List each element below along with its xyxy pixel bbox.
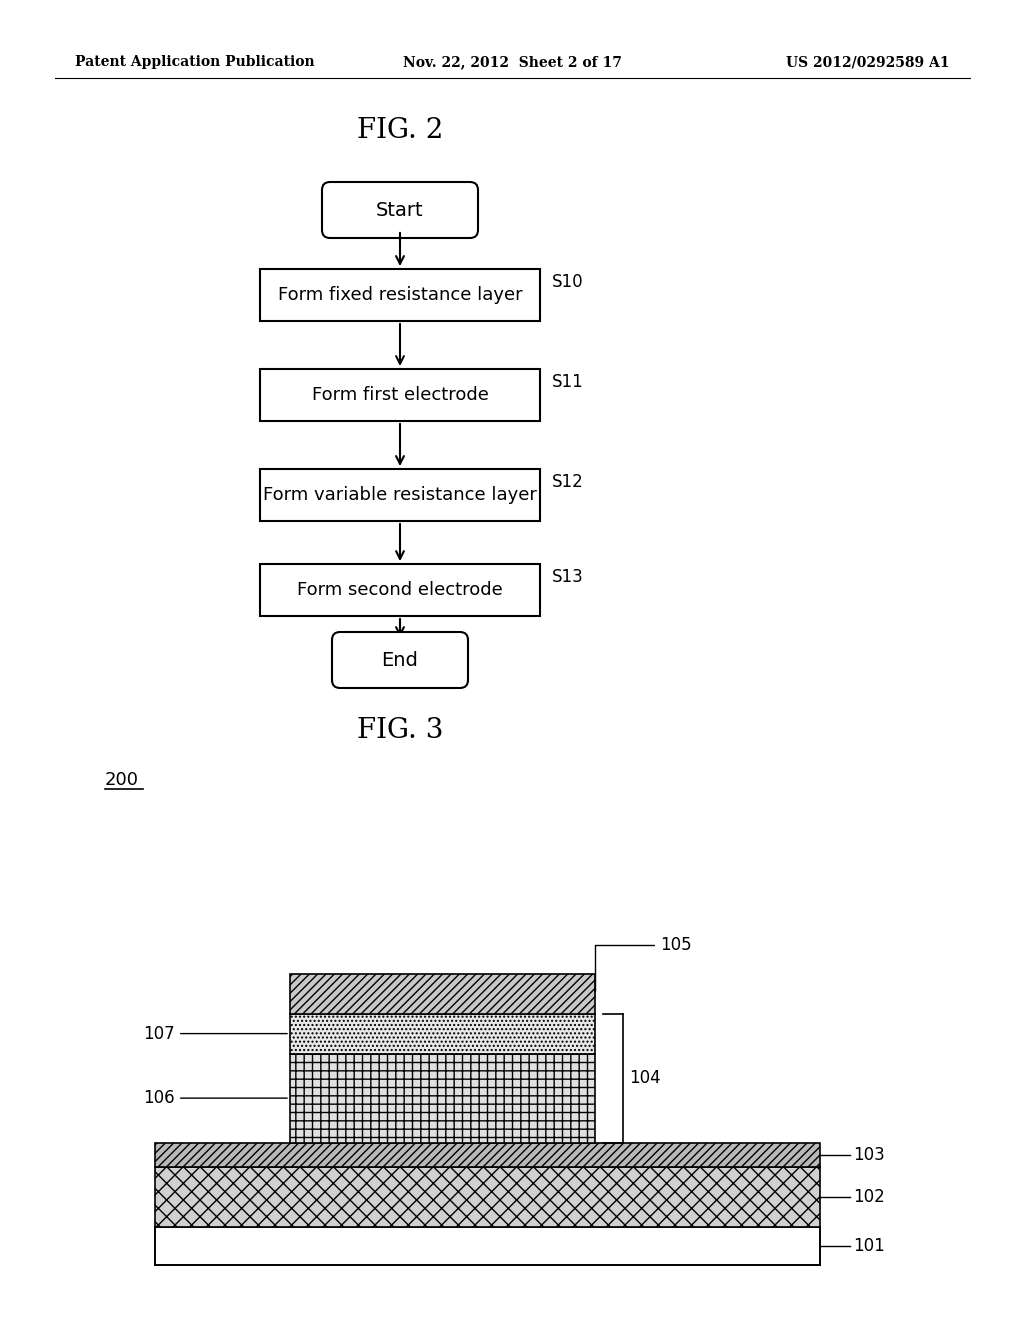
Text: FIG. 2: FIG. 2 xyxy=(356,116,443,144)
Text: 104: 104 xyxy=(629,1069,660,1088)
Text: 107: 107 xyxy=(143,1024,287,1043)
Text: End: End xyxy=(382,651,419,669)
Text: Form variable resistance layer: Form variable resistance layer xyxy=(263,486,537,504)
Bar xyxy=(290,1014,595,1053)
Bar xyxy=(290,1053,595,1143)
Text: US 2012/0292589 A1: US 2012/0292589 A1 xyxy=(786,55,950,69)
Text: S13: S13 xyxy=(552,568,584,586)
Text: S10: S10 xyxy=(552,273,584,290)
Bar xyxy=(155,1228,820,1265)
Bar xyxy=(155,1167,820,1228)
Text: Form second electrode: Form second electrode xyxy=(297,581,503,599)
Text: FIG. 3: FIG. 3 xyxy=(356,717,443,743)
Text: 103: 103 xyxy=(853,1146,885,1164)
Text: 105: 105 xyxy=(595,936,691,991)
Text: 102: 102 xyxy=(853,1188,885,1206)
Text: S12: S12 xyxy=(552,473,584,491)
Bar xyxy=(155,1143,820,1167)
Bar xyxy=(260,564,540,616)
Bar xyxy=(260,370,540,421)
FancyBboxPatch shape xyxy=(322,182,478,238)
Text: Start: Start xyxy=(376,201,424,219)
FancyBboxPatch shape xyxy=(332,632,468,688)
Text: 101: 101 xyxy=(853,1237,885,1255)
Text: 106: 106 xyxy=(143,1089,287,1107)
Text: S11: S11 xyxy=(552,374,584,391)
Bar xyxy=(290,974,595,1014)
Bar xyxy=(260,469,540,521)
Text: Form first electrode: Form first electrode xyxy=(311,385,488,404)
Text: Form fixed resistance layer: Form fixed resistance layer xyxy=(278,286,522,304)
Text: 200: 200 xyxy=(105,771,139,789)
Text: Nov. 22, 2012  Sheet 2 of 17: Nov. 22, 2012 Sheet 2 of 17 xyxy=(402,55,622,69)
Text: Patent Application Publication: Patent Application Publication xyxy=(75,55,314,69)
Bar xyxy=(260,269,540,321)
